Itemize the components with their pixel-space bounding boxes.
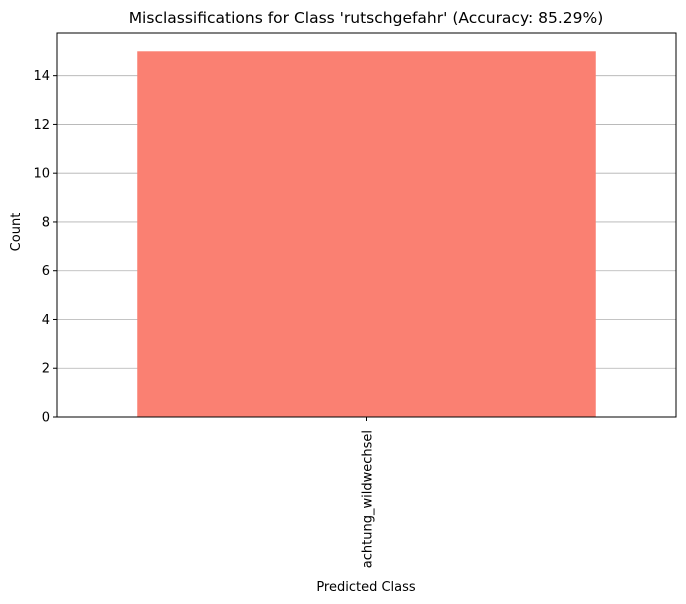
y-axis-label: Count: [9, 213, 24, 252]
y-tick-label: 12: [33, 118, 50, 133]
y-tick-label: 6: [42, 264, 50, 279]
y-tick-label: 0: [42, 411, 50, 426]
y-axis-ticks: 0 2 4 6 8 10 12 14: [33, 69, 57, 426]
chart-title: Misclassifications for Class 'rutschgefa…: [129, 9, 604, 27]
y-tick-label: 10: [33, 167, 50, 182]
y-tick-label: 2: [42, 362, 50, 377]
y-tick-label: 14: [33, 69, 50, 84]
x-tick-label: achtung_wildwechsel: [361, 430, 376, 568]
bar: [137, 51, 596, 418]
bars: [137, 51, 596, 418]
y-tick-label: 8: [42, 215, 50, 230]
x-axis-ticks: achtung_wildwechsel: [361, 417, 376, 568]
y-tick-label: 4: [42, 313, 50, 328]
x-axis-label: Predicted Class: [316, 580, 416, 595]
